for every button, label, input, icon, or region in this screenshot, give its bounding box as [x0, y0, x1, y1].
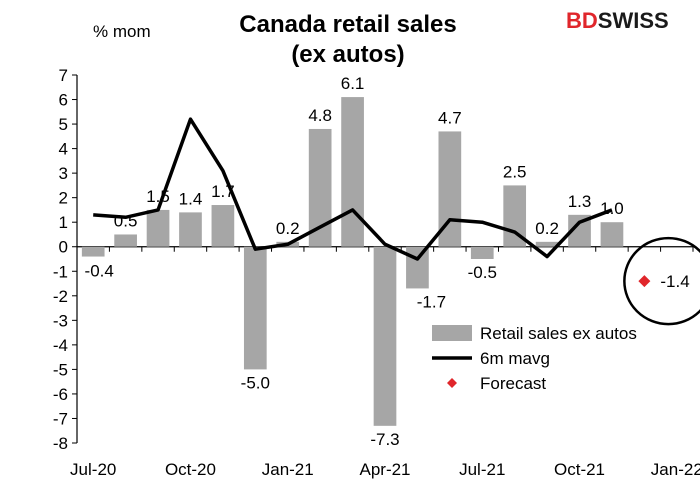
- bar-data-label: 1.0: [600, 199, 624, 218]
- brand-swiss: SWISS: [598, 8, 669, 33]
- legend-swatch-bar: [432, 325, 472, 341]
- y-tick-label: 1: [59, 213, 68, 232]
- brand-bd: BD: [566, 8, 598, 33]
- legend: Retail sales ex autos 6m mavg Forecast: [432, 324, 637, 393]
- bar: [568, 214, 591, 247]
- line-series: [93, 117, 613, 261]
- y-tick-label: 0: [59, 238, 68, 257]
- legend-label: 6m mavg: [480, 349, 550, 368]
- x-tick-label: Oct-21: [554, 460, 605, 479]
- bar-data-label: 2.5: [503, 162, 527, 181]
- legend-swatch-point: [447, 378, 457, 388]
- y-tick-label: -8: [53, 434, 68, 453]
- bar: [600, 222, 624, 247]
- bar: [406, 246, 429, 289]
- bar-data-label: 6.1: [341, 74, 365, 93]
- bar-data-label: 1.4: [179, 189, 203, 208]
- data-labels: -0.4 0.5 1.5 1.4 1.7 -5.0 0.2 4.8 6.1 -7.3 -1.7 4.7…: [85, 74, 690, 449]
- bar-data-label: 0.2: [535, 219, 559, 238]
- y-tick-label: -2: [53, 287, 68, 306]
- bar-data-label: 1.7: [211, 182, 235, 201]
- bar-data-label: 1.3: [568, 192, 592, 211]
- bar-data-label: 1.5: [146, 187, 170, 206]
- bar-data-label: 0.5: [114, 211, 138, 230]
- bar: [470, 246, 494, 259]
- y-tick-label: -7: [53, 409, 68, 428]
- bar: [341, 97, 364, 247]
- bar-data-label: 4.7: [438, 108, 462, 127]
- bar: [438, 131, 462, 247]
- x-tick-label: Jul-21: [459, 460, 505, 479]
- x-tick-label: Jul-20: [70, 460, 116, 479]
- bar: [535, 241, 559, 247]
- x-tick-label: Jan-22: [651, 460, 700, 479]
- y-tick-label: -3: [53, 311, 68, 330]
- y-tick-label: -1: [53, 262, 68, 281]
- y-tick-label: 7: [59, 66, 68, 85]
- bar-data-label: -0.5: [468, 263, 497, 282]
- y-tick-label: 5: [59, 115, 68, 134]
- bar: [146, 209, 170, 247]
- x-tick-label: Oct-20: [165, 460, 216, 479]
- forecast-annotation: [623, 236, 700, 326]
- y-tick-label: -5: [53, 360, 68, 379]
- axes: -8 -7 -6 -5 -4 -3 -2 -1 0 1 2 3 4 5 6 7 Jul-20 Oct-20 Jan-…: [53, 66, 700, 479]
- bar: [243, 246, 267, 370]
- forecast-circle: [623, 236, 700, 326]
- y-tick-label: -6: [53, 385, 68, 404]
- y-tick-label: -4: [53, 336, 68, 355]
- bar-data-label: -5.0: [241, 373, 270, 392]
- legend-label: Forecast: [480, 374, 546, 393]
- chart-title: Canada retail sales: [239, 11, 456, 38]
- bar: [179, 212, 202, 247]
- bar: [373, 246, 397, 426]
- y-axis-label: % mom: [93, 22, 151, 41]
- bar: [114, 234, 137, 247]
- bar: [308, 128, 332, 247]
- x-tick-label: Jan-21: [262, 460, 314, 479]
- forecast-series: [638, 275, 651, 288]
- y-tick-label: 6: [59, 91, 68, 110]
- x-tick-label: Apr-21: [359, 460, 410, 479]
- bar: [81, 246, 105, 257]
- y-tick-label: 3: [59, 164, 68, 183]
- bar-data-label: 4.8: [308, 106, 332, 125]
- brand-logo: BDSWISS: [566, 8, 669, 33]
- bar: [211, 205, 235, 247]
- forecast-data-label: -1.4: [660, 272, 689, 291]
- chart-subtitle: (ex autos): [291, 41, 404, 68]
- y-tick-label: 4: [59, 140, 68, 159]
- mavg-line: [93, 117, 613, 261]
- bar-data-label: -1.7: [417, 292, 446, 311]
- y-tick-label: 2: [59, 189, 68, 208]
- bar-data-label: -7.3: [370, 430, 399, 449]
- forecast-point: [638, 275, 651, 288]
- bar-data-label: -0.4: [85, 262, 114, 281]
- svg-text:BDSWISS: BDSWISS: [566, 8, 669, 33]
- legend-label: Retail sales ex autos: [480, 324, 637, 343]
- bar-data-label: 0.2: [276, 219, 300, 238]
